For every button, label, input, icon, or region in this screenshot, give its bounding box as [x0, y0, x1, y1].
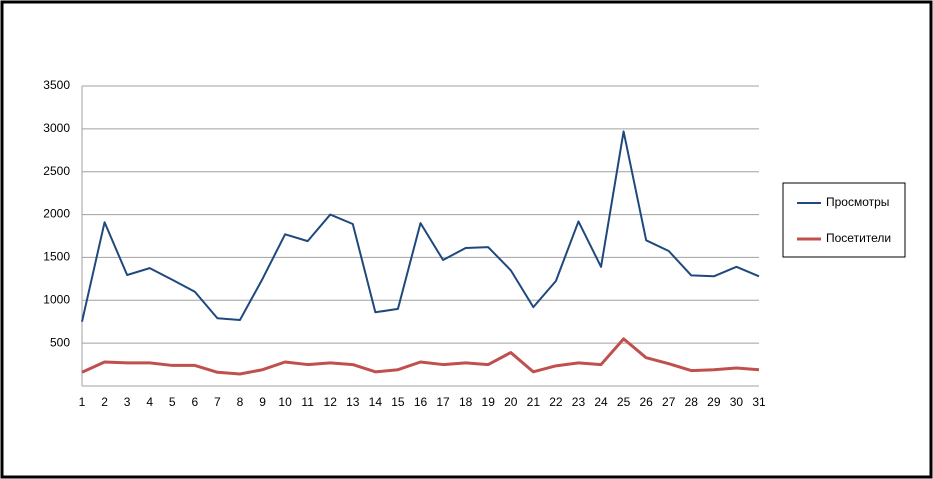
- x-tick-label: 23: [572, 395, 586, 409]
- x-tick-label: 26: [639, 395, 653, 409]
- x-tick-label: 1: [79, 395, 86, 409]
- legend-label: Просмотры: [826, 195, 889, 209]
- x-tick-label: 24: [594, 395, 608, 409]
- x-tick-label: 4: [146, 395, 153, 409]
- y-tick-label: 2500: [43, 164, 70, 178]
- x-tick-label: 21: [527, 395, 541, 409]
- x-tick-label: 19: [482, 395, 496, 409]
- x-tick-label: 6: [191, 395, 198, 409]
- x-tick-label: 10: [278, 395, 292, 409]
- legend-box: [782, 182, 906, 258]
- x-tick-label: 7: [214, 395, 221, 409]
- y-tick-label: 500: [50, 335, 70, 349]
- series-line: [81, 337, 760, 376]
- x-tick-label: 22: [549, 395, 563, 409]
- y-tick-label: 2000: [43, 207, 70, 221]
- y-tick-label: 3000: [43, 121, 70, 135]
- x-tick-label: 17: [436, 395, 450, 409]
- x-tick-label: 2: [101, 395, 108, 409]
- y-tick-label: 1000: [43, 292, 70, 306]
- x-tick-label: 16: [414, 395, 428, 409]
- x-tick-label: 28: [685, 395, 699, 409]
- x-tick-label: 13: [346, 395, 360, 409]
- legend-label: Посетители: [826, 231, 891, 245]
- x-tick-label: 3: [124, 395, 131, 409]
- x-tick-label: 8: [237, 395, 244, 409]
- x-tick-label: 12: [324, 395, 338, 409]
- x-tick-label: 20: [504, 395, 518, 409]
- series-line: [81, 130, 760, 322]
- x-tick-label: 15: [391, 395, 405, 409]
- x-tick-label: 29: [707, 395, 721, 409]
- x-tick-label: 5: [169, 395, 176, 409]
- y-tick-label: 1500: [43, 250, 70, 264]
- x-tick-label: 31: [752, 395, 766, 409]
- x-tick-label: 11: [301, 395, 314, 409]
- x-tick-label: 18: [459, 395, 473, 409]
- y-tick-label: 3500: [43, 78, 70, 92]
- x-tick-label: 25: [617, 395, 631, 409]
- x-tick-label: 14: [369, 395, 383, 409]
- x-tick-label: 27: [662, 395, 676, 409]
- x-tick-label: 30: [730, 395, 744, 409]
- x-tick-label: 9: [259, 395, 266, 409]
